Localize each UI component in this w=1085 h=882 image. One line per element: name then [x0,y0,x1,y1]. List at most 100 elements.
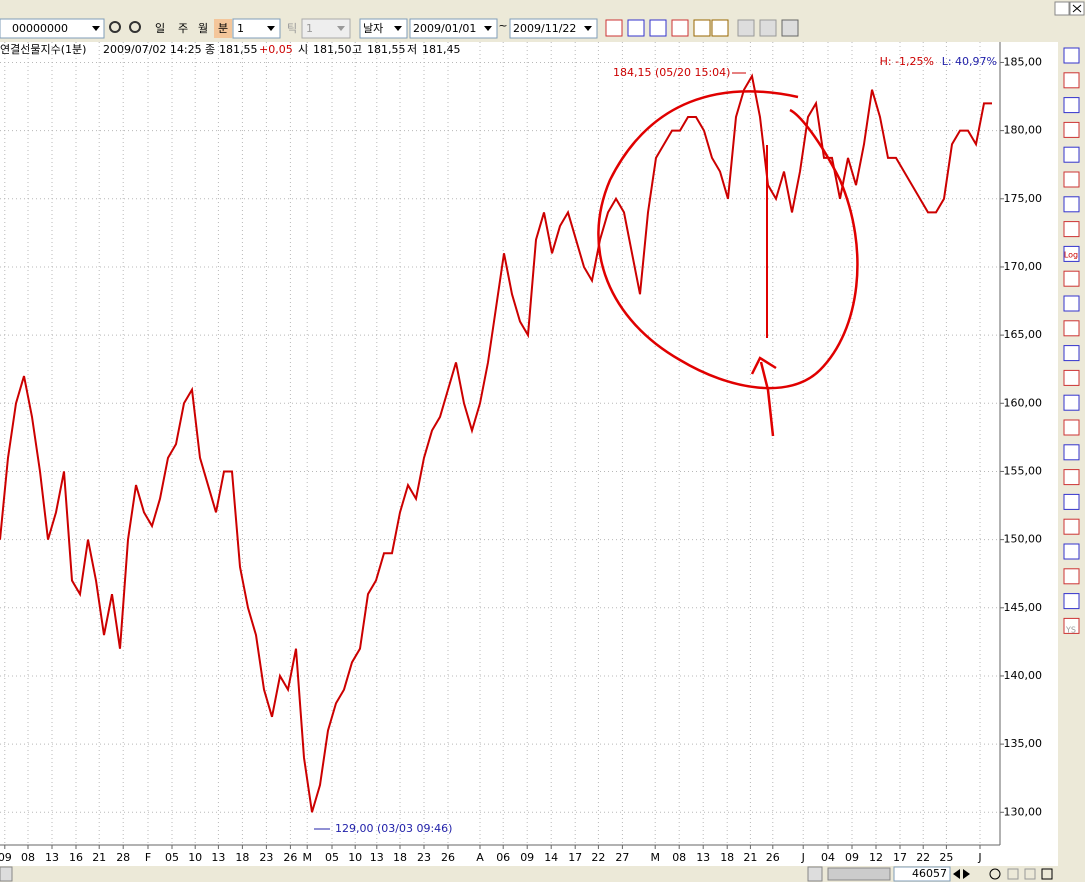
x-tick-label: 25 [939,851,953,864]
count-box[interactable] [893,866,951,882]
sidebar-icon[interactable] [1063,245,1080,262]
x-tick-label: 13 [370,851,384,864]
x-tick-label: 16 [69,851,83,864]
sidebar-icon[interactable] [1063,444,1080,461]
x-tick-label: 21 [92,851,106,864]
ys-button[interactable]: YS [1065,626,1076,635]
period-day[interactable]: 일 [155,21,165,35]
dropdown-arrow [92,26,100,31]
zoom-out[interactable] [1007,868,1019,880]
count: 46057 [912,867,947,880]
count-arrows[interactable] [953,869,970,879]
x-tick-label: A [476,851,484,864]
low: 181,45 [422,43,461,56]
sidebar-icon[interactable] [1063,196,1080,213]
minimize-button[interactable] [1054,1,1070,16]
tool-icon[interactable] [693,19,711,37]
period-minute[interactable]: 분 [218,22,228,35]
period-week[interactable]: 주 [178,22,188,35]
x-tick-label: 08 [21,851,35,864]
sidebar-icon[interactable] [1063,221,1080,238]
sidebar-icon[interactable] [1063,369,1080,386]
sidebar-icon[interactable] [1063,469,1080,486]
sidebar-icon[interactable] [1063,543,1080,560]
x-tick-label: 09 [520,851,534,864]
x-tick-label: 04 [821,851,835,864]
code: 00000000 [12,22,68,35]
y-tick-label: 145,00 [1004,601,1043,614]
sidebar-icon[interactable] [1063,97,1080,114]
scroll-left[interactable] [0,866,13,882]
x-tick-label: F [145,851,151,864]
reset[interactable] [1041,868,1053,880]
scroll-thumb[interactable] [827,867,891,881]
sidebar-icon[interactable] [1063,72,1080,89]
y-tick-label: 155,00 [1004,464,1043,477]
zoom-in[interactable] [989,868,1001,880]
x-tick-label: 12 [869,851,883,864]
x-tick-label: 23 [417,851,431,864]
grid-toggle[interactable] [1024,868,1036,880]
y-tick-label: 175,00 [1004,192,1043,205]
max-note: 184,15 (05/20 15:04) [613,66,730,79]
close-icon [1072,4,1082,13]
end-date-combo[interactable] [509,18,598,39]
tool-icon[interactable] [605,19,623,37]
sidebar-icon[interactable] [1063,493,1080,510]
end-date: 2009/11/22 [513,22,576,35]
tool-icon[interactable] [711,19,729,37]
tool-icon[interactable] [759,19,777,37]
x-tick-label: 13 [45,851,59,864]
sidebar-icon[interactable] [1063,146,1080,163]
sidebar-icon[interactable] [1063,121,1080,138]
interval-combo[interactable] [232,18,281,39]
sidebar-icon[interactable] [1063,568,1080,585]
sidebar-icon[interactable] [1063,617,1080,634]
low-label: 저 [407,43,417,56]
plot: 130,00 135,00 140,00 145,00 150,00 155,00 160,… [0,42,1042,864]
start-date-combo[interactable] [409,18,498,39]
dropdown-arrow [584,26,592,31]
x-tick-label: 28 [116,851,130,864]
sidebar-icon[interactable] [1063,518,1080,535]
min-note: 129,00 (03/03 09:46) [335,822,452,835]
tool-icon[interactable] [649,19,667,37]
tool-icon[interactable] [627,19,645,37]
log-button[interactable]: Log [1064,251,1078,260]
high-ratio: H: -1,25% [880,55,934,68]
x-tick-label: 22 [591,851,605,864]
x-tick-label: 09 [0,851,12,864]
x-tick-label: 05 [165,851,179,864]
tool-icon[interactable] [671,19,689,37]
x-tick-label: 26 [766,851,780,864]
x-tick-label: 13 [211,851,225,864]
sidebar-icon[interactable] [1063,394,1080,411]
sidebar-icon[interactable] [1063,419,1080,436]
tick-label: 틱 [287,22,297,35]
x-tick-label: 18 [720,851,734,864]
x-tick-label: 13 [696,851,710,864]
x-tick-label: 08 [672,851,686,864]
x-tick-label: 18 [235,851,249,864]
scroll-left[interactable] [807,866,823,882]
tool-icon[interactable] [737,19,755,37]
date-mode-combo[interactable] [359,18,408,39]
search-icon[interactable] [129,21,141,33]
sidebar-icon[interactable] [1063,295,1080,312]
tick-combo [301,18,351,39]
search-icon[interactable] [109,21,121,33]
code-combo[interactable] [0,18,105,39]
open-label: 시 [298,43,308,56]
sidebar-icon[interactable] [1063,593,1080,610]
sidebar-icon[interactable] [1063,320,1080,337]
period-month[interactable]: 월 [198,22,208,35]
date-mode: 날자 [363,22,383,35]
sidebar-icon[interactable] [1063,47,1080,64]
sidebar-icon[interactable] [1063,345,1080,362]
sidebar-icon[interactable] [1063,171,1080,188]
tool-icon[interactable] [781,19,799,37]
dropdown-arrow [267,26,275,31]
y-tick-label: 135,00 [1004,737,1043,750]
tick-value: 1 [306,22,313,35]
sidebar-icon[interactable] [1063,270,1080,287]
